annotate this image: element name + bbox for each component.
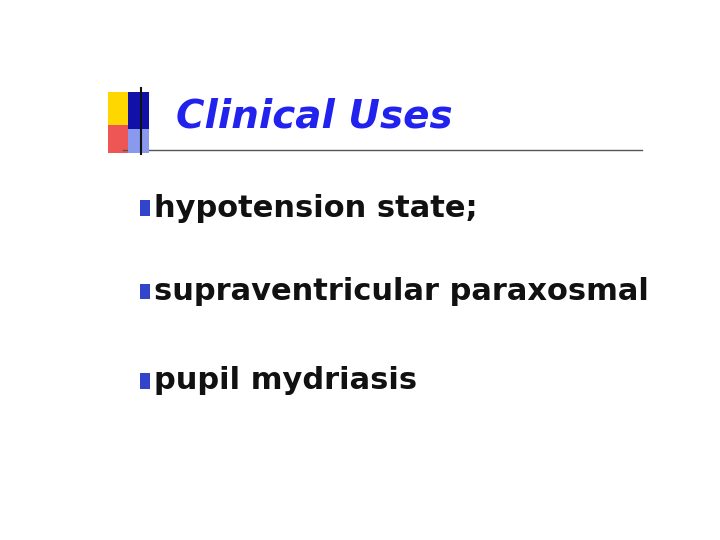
FancyBboxPatch shape	[108, 92, 138, 125]
Text: supraventricular paraxosmal: supraventricular paraxosmal	[154, 277, 649, 306]
FancyBboxPatch shape	[128, 93, 149, 153]
Text: pupil mydriasis: pupil mydriasis	[154, 366, 418, 395]
Text: hypotension state;: hypotension state;	[154, 194, 478, 223]
FancyBboxPatch shape	[140, 284, 150, 299]
FancyBboxPatch shape	[108, 125, 138, 153]
Text: Clinical Uses: Clinical Uses	[176, 98, 453, 136]
FancyBboxPatch shape	[128, 92, 149, 129]
FancyBboxPatch shape	[140, 200, 150, 216]
FancyBboxPatch shape	[140, 373, 150, 389]
